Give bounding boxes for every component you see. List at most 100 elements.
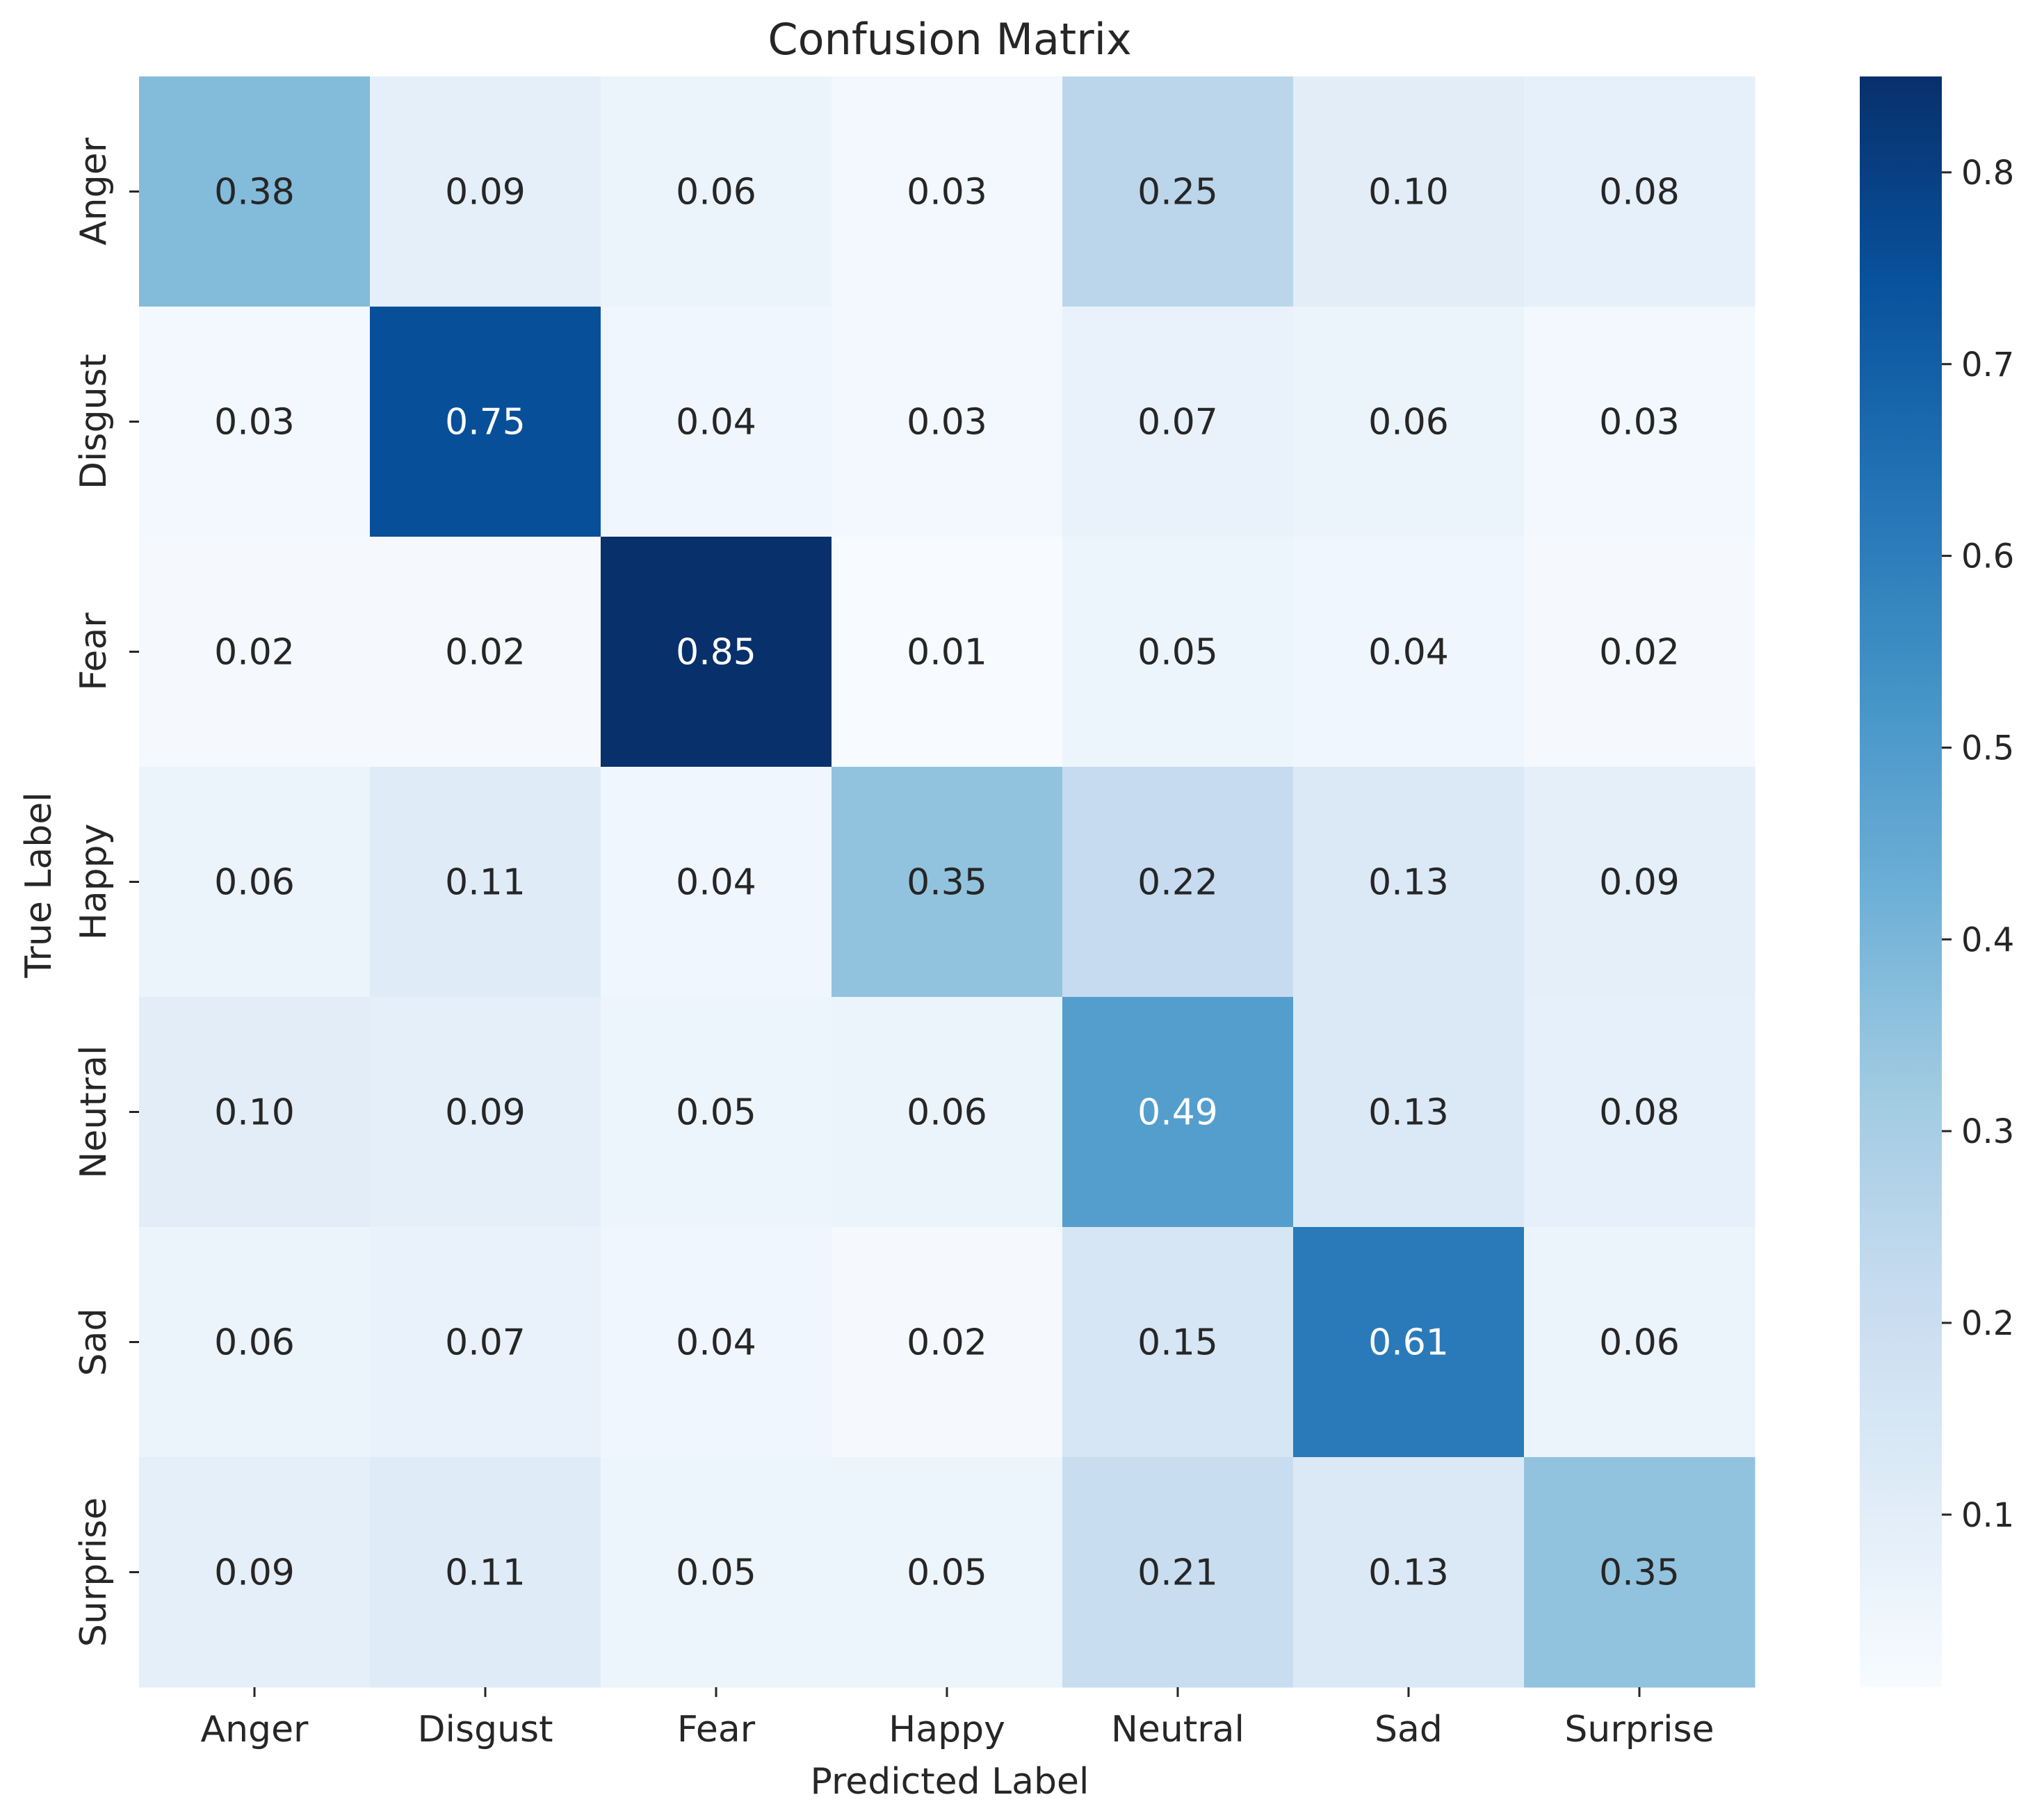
cell-value-label: 0.09 — [1599, 862, 1680, 904]
cell-value-label: 0.03 — [907, 172, 987, 213]
cell-value-label: 0.02 — [907, 1322, 987, 1364]
cell-value-label: 0.06 — [676, 172, 756, 213]
heatmap-cell — [1524, 76, 1755, 307]
cell-value-label: 0.02 — [1599, 632, 1680, 674]
heatmap-cell — [370, 307, 601, 537]
cell-value-label: 0.05 — [1137, 632, 1218, 674]
x-tick-label: Anger — [201, 1709, 309, 1750]
cell-value-label: 0.06 — [907, 1092, 987, 1134]
cell-value-label: 0.35 — [907, 862, 987, 904]
cell-value-label: 0.07 — [1137, 402, 1218, 444]
cell-value-label: 0.04 — [676, 1322, 756, 1364]
heatmap-cell — [1293, 1457, 1525, 1688]
cell-value-label: 0.10 — [1368, 172, 1449, 213]
heatmap-cell — [370, 76, 601, 307]
cell-value-label: 0.75 — [445, 402, 526, 444]
heatmap-cell — [601, 767, 832, 998]
cell-value-label: 0.05 — [676, 1092, 756, 1134]
colorbar-tick-label: 0.4 — [1961, 920, 2014, 959]
heatmap-cell — [601, 76, 832, 307]
colorbar-bar — [1860, 76, 1942, 1687]
cell-value-label: 0.06 — [214, 1322, 295, 1364]
heatmap-cell — [139, 537, 371, 767]
x-tick-label: Disgust — [417, 1709, 553, 1750]
cell-value-label: 0.08 — [1599, 172, 1680, 213]
x-axis-title: Predicted Label — [811, 1761, 1089, 1803]
cell-value-label: 0.22 — [1137, 862, 1218, 904]
cell-value-label: 0.11 — [445, 1552, 526, 1594]
heatmap-cell — [1062, 767, 1294, 998]
cell-value-label: 0.07 — [445, 1322, 526, 1364]
cell-value-label: 0.25 — [1137, 172, 1218, 213]
cell-value-label: 0.13 — [1368, 1092, 1449, 1134]
colorbar-tick-label: 0.6 — [1961, 537, 2014, 576]
colorbar-tick-label: 0.1 — [1961, 1496, 2014, 1535]
heatmap-cell — [1293, 767, 1525, 998]
heatmap-cells — [139, 76, 1755, 1688]
heatmap-cell — [1524, 767, 1755, 998]
cell-value-label: 0.02 — [214, 632, 295, 674]
heatmap-cell — [832, 537, 1063, 767]
cell-value-label: 0.13 — [1368, 1552, 1449, 1594]
heatmap-cell — [1293, 1227, 1525, 1458]
heatmap-cell — [832, 767, 1063, 998]
heatmap-cell — [370, 767, 601, 998]
heatmap-cell — [139, 1227, 371, 1458]
heatmap-cell — [1293, 997, 1525, 1228]
x-tick-label: Fear — [677, 1709, 756, 1750]
heatmap-cell — [1524, 1457, 1755, 1688]
heatmap-cell — [832, 307, 1063, 537]
cell-value-label: 0.08 — [1599, 1092, 1680, 1134]
colorbar-tick-label: 0.8 — [1961, 154, 2014, 193]
heatmap-cell — [139, 1457, 371, 1688]
x-tick-label: Sad — [1374, 1709, 1443, 1750]
cell-value-label: 0.03 — [1599, 402, 1680, 444]
x-tick-label: Neutral — [1111, 1709, 1244, 1750]
heatmap-cell — [1062, 997, 1294, 1228]
heatmap-cell — [370, 1457, 601, 1688]
cell-value-label: 0.15 — [1137, 1322, 1218, 1364]
y-tick-label: Neutral — [73, 1046, 115, 1179]
cell-value-label: 0.09 — [445, 1092, 526, 1134]
cell-value-label: 0.06 — [1599, 1322, 1680, 1364]
y-tick-label: Anger — [73, 137, 115, 245]
colorbar-tick-label: 0.3 — [1961, 1112, 2014, 1151]
y-tick-label: Happy — [73, 824, 115, 941]
cell-value-label: 0.13 — [1368, 862, 1449, 904]
cell-value-label: 0.09 — [445, 172, 526, 213]
cell-value-label: 0.35 — [1599, 1552, 1680, 1594]
cell-value-label: 0.01 — [907, 632, 987, 674]
cell-value-label: 0.05 — [907, 1552, 987, 1594]
cell-value-label: 0.49 — [1137, 1092, 1218, 1134]
heatmap-cell — [832, 76, 1063, 307]
cell-value-label: 0.05 — [676, 1552, 756, 1594]
heatmap-cell — [1293, 76, 1525, 307]
cell-value-label: 0.04 — [1368, 632, 1449, 674]
heatmap-cell — [1062, 1457, 1294, 1688]
colorbar-tick-label: 0.7 — [1961, 346, 2014, 384]
cell-value-label: 0.04 — [676, 862, 756, 904]
heatmap-cell — [832, 1457, 1063, 1688]
cell-value-label: 0.85 — [676, 632, 756, 674]
heatmap-cell — [139, 307, 371, 537]
y-tick-label: Sad — [73, 1308, 115, 1376]
heatmap-cell — [1524, 537, 1755, 767]
colorbar-tick-label: 0.5 — [1961, 729, 2014, 767]
cell-value-label: 0.03 — [214, 402, 295, 444]
heatmap-cell — [1062, 537, 1294, 767]
heatmap-cell — [1293, 307, 1525, 537]
x-tick-label: Surprise — [1564, 1709, 1714, 1750]
heatmap-cell — [1293, 537, 1525, 767]
cell-value-label: 0.11 — [445, 862, 526, 904]
x-axis: Anger Disgust Fear Happy Neutral Sad Surprise — [201, 1687, 1714, 1750]
heatmap-cell-labels: 0.38 0.09 0.06 0.03 0.25 0.10 0.08 0.03 0.75 0.04… — [214, 172, 1680, 1594]
y-axis: Anger Disgust Fear Happy Neutral Sad Surprise — [73, 137, 139, 1647]
heatmap-cell — [1524, 997, 1755, 1228]
colorbar-tick-label: 0.2 — [1961, 1304, 2014, 1343]
heatmap-cell — [1062, 307, 1294, 537]
heatmap-cell — [601, 537, 832, 767]
x-tick-label: Happy — [889, 1709, 1005, 1750]
cell-value-label: 0.06 — [214, 862, 295, 904]
cell-value-label: 0.10 — [214, 1092, 295, 1134]
